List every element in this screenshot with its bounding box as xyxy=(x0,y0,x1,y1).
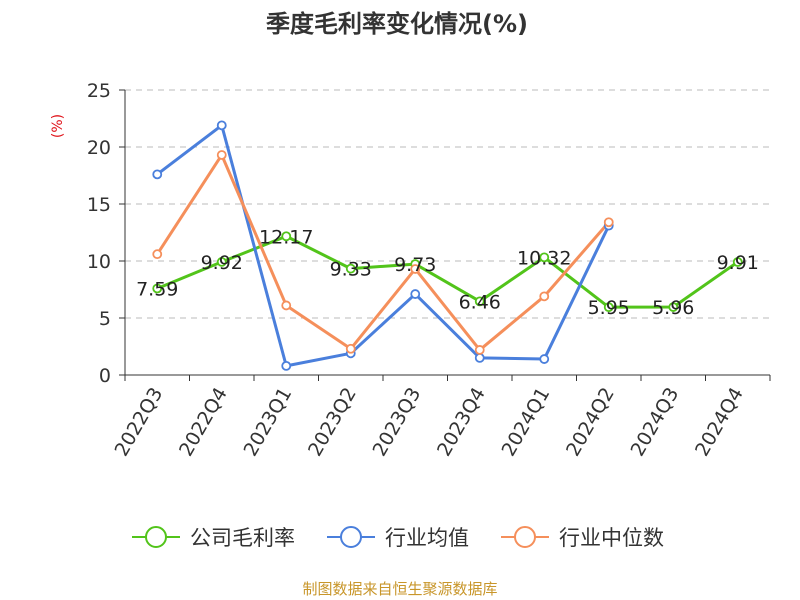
data-point xyxy=(539,354,550,364)
data-point xyxy=(281,360,292,371)
data-point xyxy=(539,252,550,263)
data-point xyxy=(281,300,292,311)
x-tick-label: 2022Q3 xyxy=(111,384,168,460)
data-label: 9.91 xyxy=(717,252,759,274)
legend-item-0: 公司毛利率 xyxy=(132,526,295,550)
x-tick-label: 2023Q1 xyxy=(240,384,297,460)
y-tick-label: 15 xyxy=(87,194,111,216)
data-point xyxy=(410,264,421,274)
y-tick-label: 5 xyxy=(99,308,111,330)
data-point xyxy=(603,302,614,313)
data-label: 6.46 xyxy=(459,291,501,313)
data-label: 10.32 xyxy=(517,247,571,269)
legend-marker xyxy=(340,526,362,548)
legend-label: 行业中位数 xyxy=(559,526,664,550)
legend-marker xyxy=(145,526,167,548)
data-label: 9.73 xyxy=(394,254,436,276)
x-tick-label: 2024Q2 xyxy=(562,384,619,460)
data-point xyxy=(216,257,227,267)
series-line-0 xyxy=(156,234,739,309)
data-point xyxy=(603,217,614,228)
x-tick-label: 2022Q4 xyxy=(175,384,232,460)
y-tick-label: 0 xyxy=(99,365,111,387)
data-labels: 7.59 9.92 12.17 9.33 9.73 6.46 10.32 5.95 5.96 9.… xyxy=(136,226,759,319)
y-tick-label: 25 xyxy=(87,80,111,102)
data-point xyxy=(216,120,227,131)
series-line-2 xyxy=(155,153,610,352)
y-axis-unit: (%) xyxy=(50,114,66,138)
data-point xyxy=(668,302,679,312)
data-label: 5.96 xyxy=(652,297,694,319)
x-tick-label: 2024Q4 xyxy=(691,384,748,460)
data-point xyxy=(152,249,163,260)
legend-item-2: 行业中位数 xyxy=(501,526,664,550)
data-point xyxy=(474,296,485,307)
data-label: 7.59 xyxy=(136,278,178,300)
legend-label: 行业均值 xyxy=(385,526,469,550)
data-point xyxy=(474,352,485,363)
series-lines xyxy=(155,123,739,368)
x-tick-label: 2023Q3 xyxy=(369,384,426,460)
y-tick-label: 10 xyxy=(87,251,111,273)
x-tick-label: 2024Q1 xyxy=(498,384,555,460)
data-point xyxy=(152,169,163,180)
series-line-1 xyxy=(156,123,611,368)
series-points xyxy=(152,120,743,371)
x-tick-label: 2023Q4 xyxy=(433,384,490,460)
data-point xyxy=(345,263,356,274)
data-point xyxy=(474,345,485,355)
legend-item-1: 行业均值 xyxy=(327,526,469,550)
legend-marker xyxy=(514,526,536,548)
x-tick-label: 2023Q2 xyxy=(304,384,361,460)
source-note: 制图数据来自恒生聚源数据库 xyxy=(302,580,497,598)
data-label: 9.92 xyxy=(201,252,243,274)
legend: 公司毛利率 行业均值 行业中位数 xyxy=(132,526,664,550)
data-point xyxy=(410,289,421,299)
data-point xyxy=(216,150,227,160)
data-point xyxy=(732,257,743,267)
data-point xyxy=(152,283,163,294)
data-point xyxy=(345,343,356,354)
legend-label: 公司毛利率 xyxy=(190,526,295,550)
x-tick-label: 2024Q3 xyxy=(627,384,684,460)
grid-lines xyxy=(125,89,770,319)
data-label: 9.33 xyxy=(330,259,372,281)
y-tick-label: 20 xyxy=(87,137,111,159)
chart-title: 季度毛利率变化情况(%) xyxy=(266,10,528,38)
data-label: 5.95 xyxy=(588,297,630,319)
data-point xyxy=(539,291,550,302)
data-label: 12.17 xyxy=(259,226,313,248)
data-point xyxy=(281,231,292,242)
axes xyxy=(119,89,771,381)
